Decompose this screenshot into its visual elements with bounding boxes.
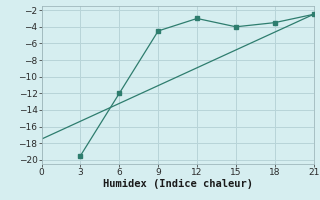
- X-axis label: Humidex (Indice chaleur): Humidex (Indice chaleur): [103, 179, 252, 189]
